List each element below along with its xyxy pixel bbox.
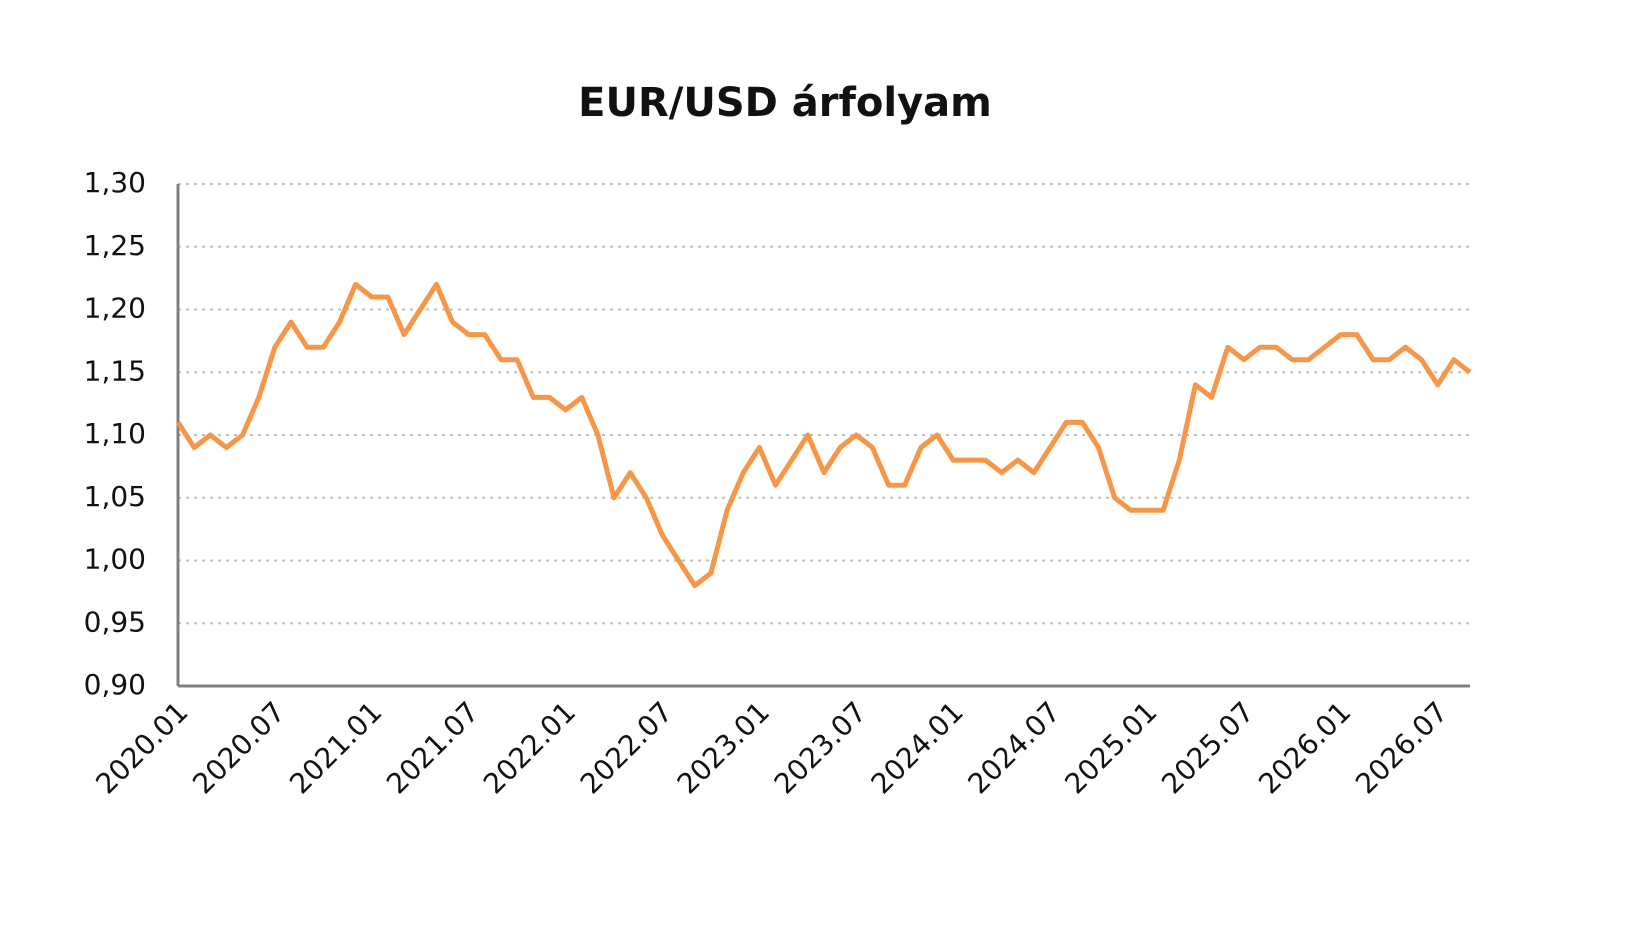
y-tick-label: 1,25	[84, 229, 146, 262]
data-line	[175, 281, 1472, 589]
x-tick-label: 2023.07	[768, 695, 873, 800]
x-tick-label: 2020.07	[186, 695, 291, 800]
y-tick-label: 1,30	[84, 166, 146, 199]
y-tick-label: 1,00	[84, 543, 146, 576]
x-tick-label: 2021.07	[380, 695, 485, 800]
y-tick-label: 0,95	[84, 605, 146, 638]
x-tick-label: 2025.01	[1058, 695, 1163, 800]
x-tick-label: 2026.01	[1252, 695, 1357, 800]
x-tick-label: 2021.01	[283, 695, 388, 800]
x-tick-label: 2024.01	[865, 695, 970, 800]
chart-title: EUR/USD árfolyam	[578, 80, 992, 126]
x-tick-label: 2023.01	[671, 695, 776, 800]
x-tick-label: 2025.07	[1155, 695, 1260, 800]
y-tick-label: 1,15	[84, 354, 146, 387]
x-tick-label: 2022.07	[574, 695, 679, 800]
y-tick-label: 1,10	[84, 417, 146, 450]
x-tick-label: 2020.01	[89, 695, 194, 800]
x-tick-label: 2024.07	[961, 695, 1066, 800]
y-tick-label: 1,20	[84, 292, 146, 325]
y-tick-label: 0,90	[84, 668, 146, 701]
x-tick-label: 2026.07	[1349, 695, 1454, 800]
x-tick-label: 2022.01	[477, 695, 582, 800]
y-tick-label: 1,05	[84, 480, 146, 513]
